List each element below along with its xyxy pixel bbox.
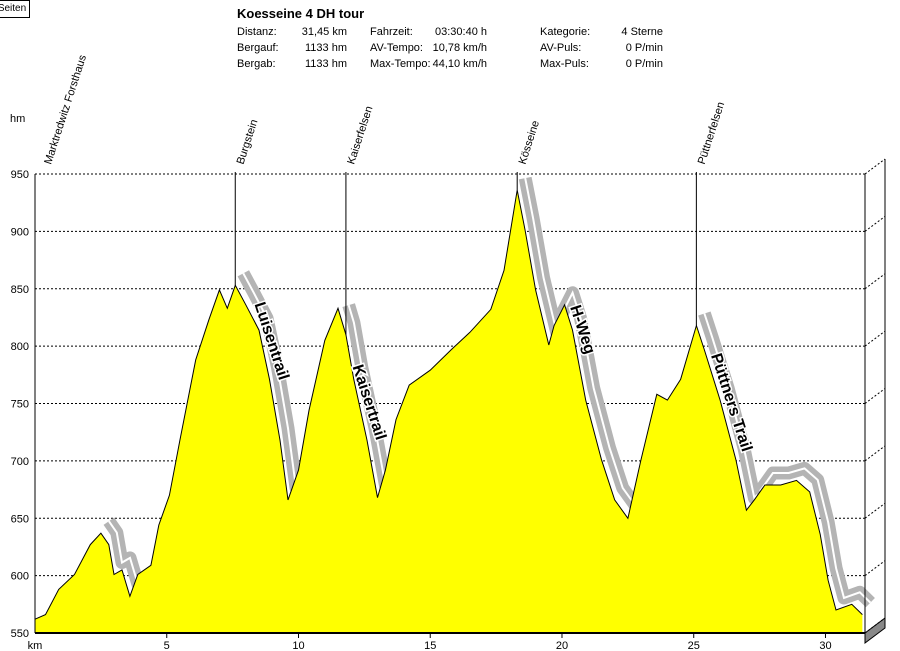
grid-depth [864,560,886,577]
y-tick-label: 550 [11,628,29,640]
grid-depth [864,330,886,347]
grid-depth [864,215,886,232]
y-tick-label: 650 [11,513,29,525]
trail-band-line [703,313,758,501]
y-tick-label: 600 [11,571,29,583]
pages-button[interactable]: Seiten [0,0,30,18]
stat-label: Bergauf: [237,42,279,54]
y-tick-label: 750 [11,399,29,411]
x-tick-label: 10 [292,640,304,651]
x-tick-label: 15 [424,640,436,651]
x-tick-label: 5 [164,640,170,651]
stat-label: AV-Puls: [540,42,581,54]
floor [864,617,886,644]
trail-band-line [758,467,872,604]
stat-value: 44,10 km/h [433,58,487,70]
stat-value: 0 P/min [626,42,663,54]
y-tick-label: 900 [11,226,29,238]
x-tick-label: 20 [556,640,568,651]
grid-depth [864,445,886,462]
x-axis-label: km [28,640,43,651]
stat-label: Kategorie: [540,26,590,38]
x-tick-label: 25 [688,640,700,651]
grid-depth [864,273,886,290]
grid-depth [864,617,886,634]
y-tick-label: 800 [11,341,29,353]
stat-label: AV-Tempo: [370,42,423,54]
waypoint-label: Marktredwitz Forsthaus [42,53,89,166]
profile-area [35,190,863,633]
stat-value: 10,78 km/h [433,42,487,54]
chart-title: Koesseine 4 DH tour [237,6,364,21]
y-tick-label: 850 [11,284,29,296]
waypoint-label: Burgstein [235,118,261,166]
y-tick-label: 700 [11,456,29,468]
stat-value: 1133 hm [305,42,347,54]
grid-depth [864,388,886,404]
stat-value: 1133 hm [305,58,347,70]
stat-value: 03:30:40 h [435,26,487,38]
waypoint-label: Püttnerfelsen [696,101,727,166]
profile-line [34,190,863,620]
stat-value: 0 P/min [626,58,663,70]
stat-label: Max-Tempo: [370,58,431,70]
y-tick-label: 950 [11,169,29,181]
stat-label: Max-Puls: [540,58,589,70]
stat-label: Fahrzeit: [370,26,413,38]
stat-value: 4 Sterne [621,26,663,38]
x-tick-label: 30 [819,640,831,651]
trail-band-line [524,177,640,509]
grid-depth [864,158,886,175]
y-axis-label: hm [10,113,25,125]
grid-depth [864,502,886,519]
stat-label: Bergab: [237,58,276,70]
waypoint-label: Kösseine [517,119,542,166]
stat-label: Distanz: [237,26,277,38]
stat-value: 31,45 km [302,26,347,38]
waypoint-label: Kaiserfelsen [345,105,375,166]
